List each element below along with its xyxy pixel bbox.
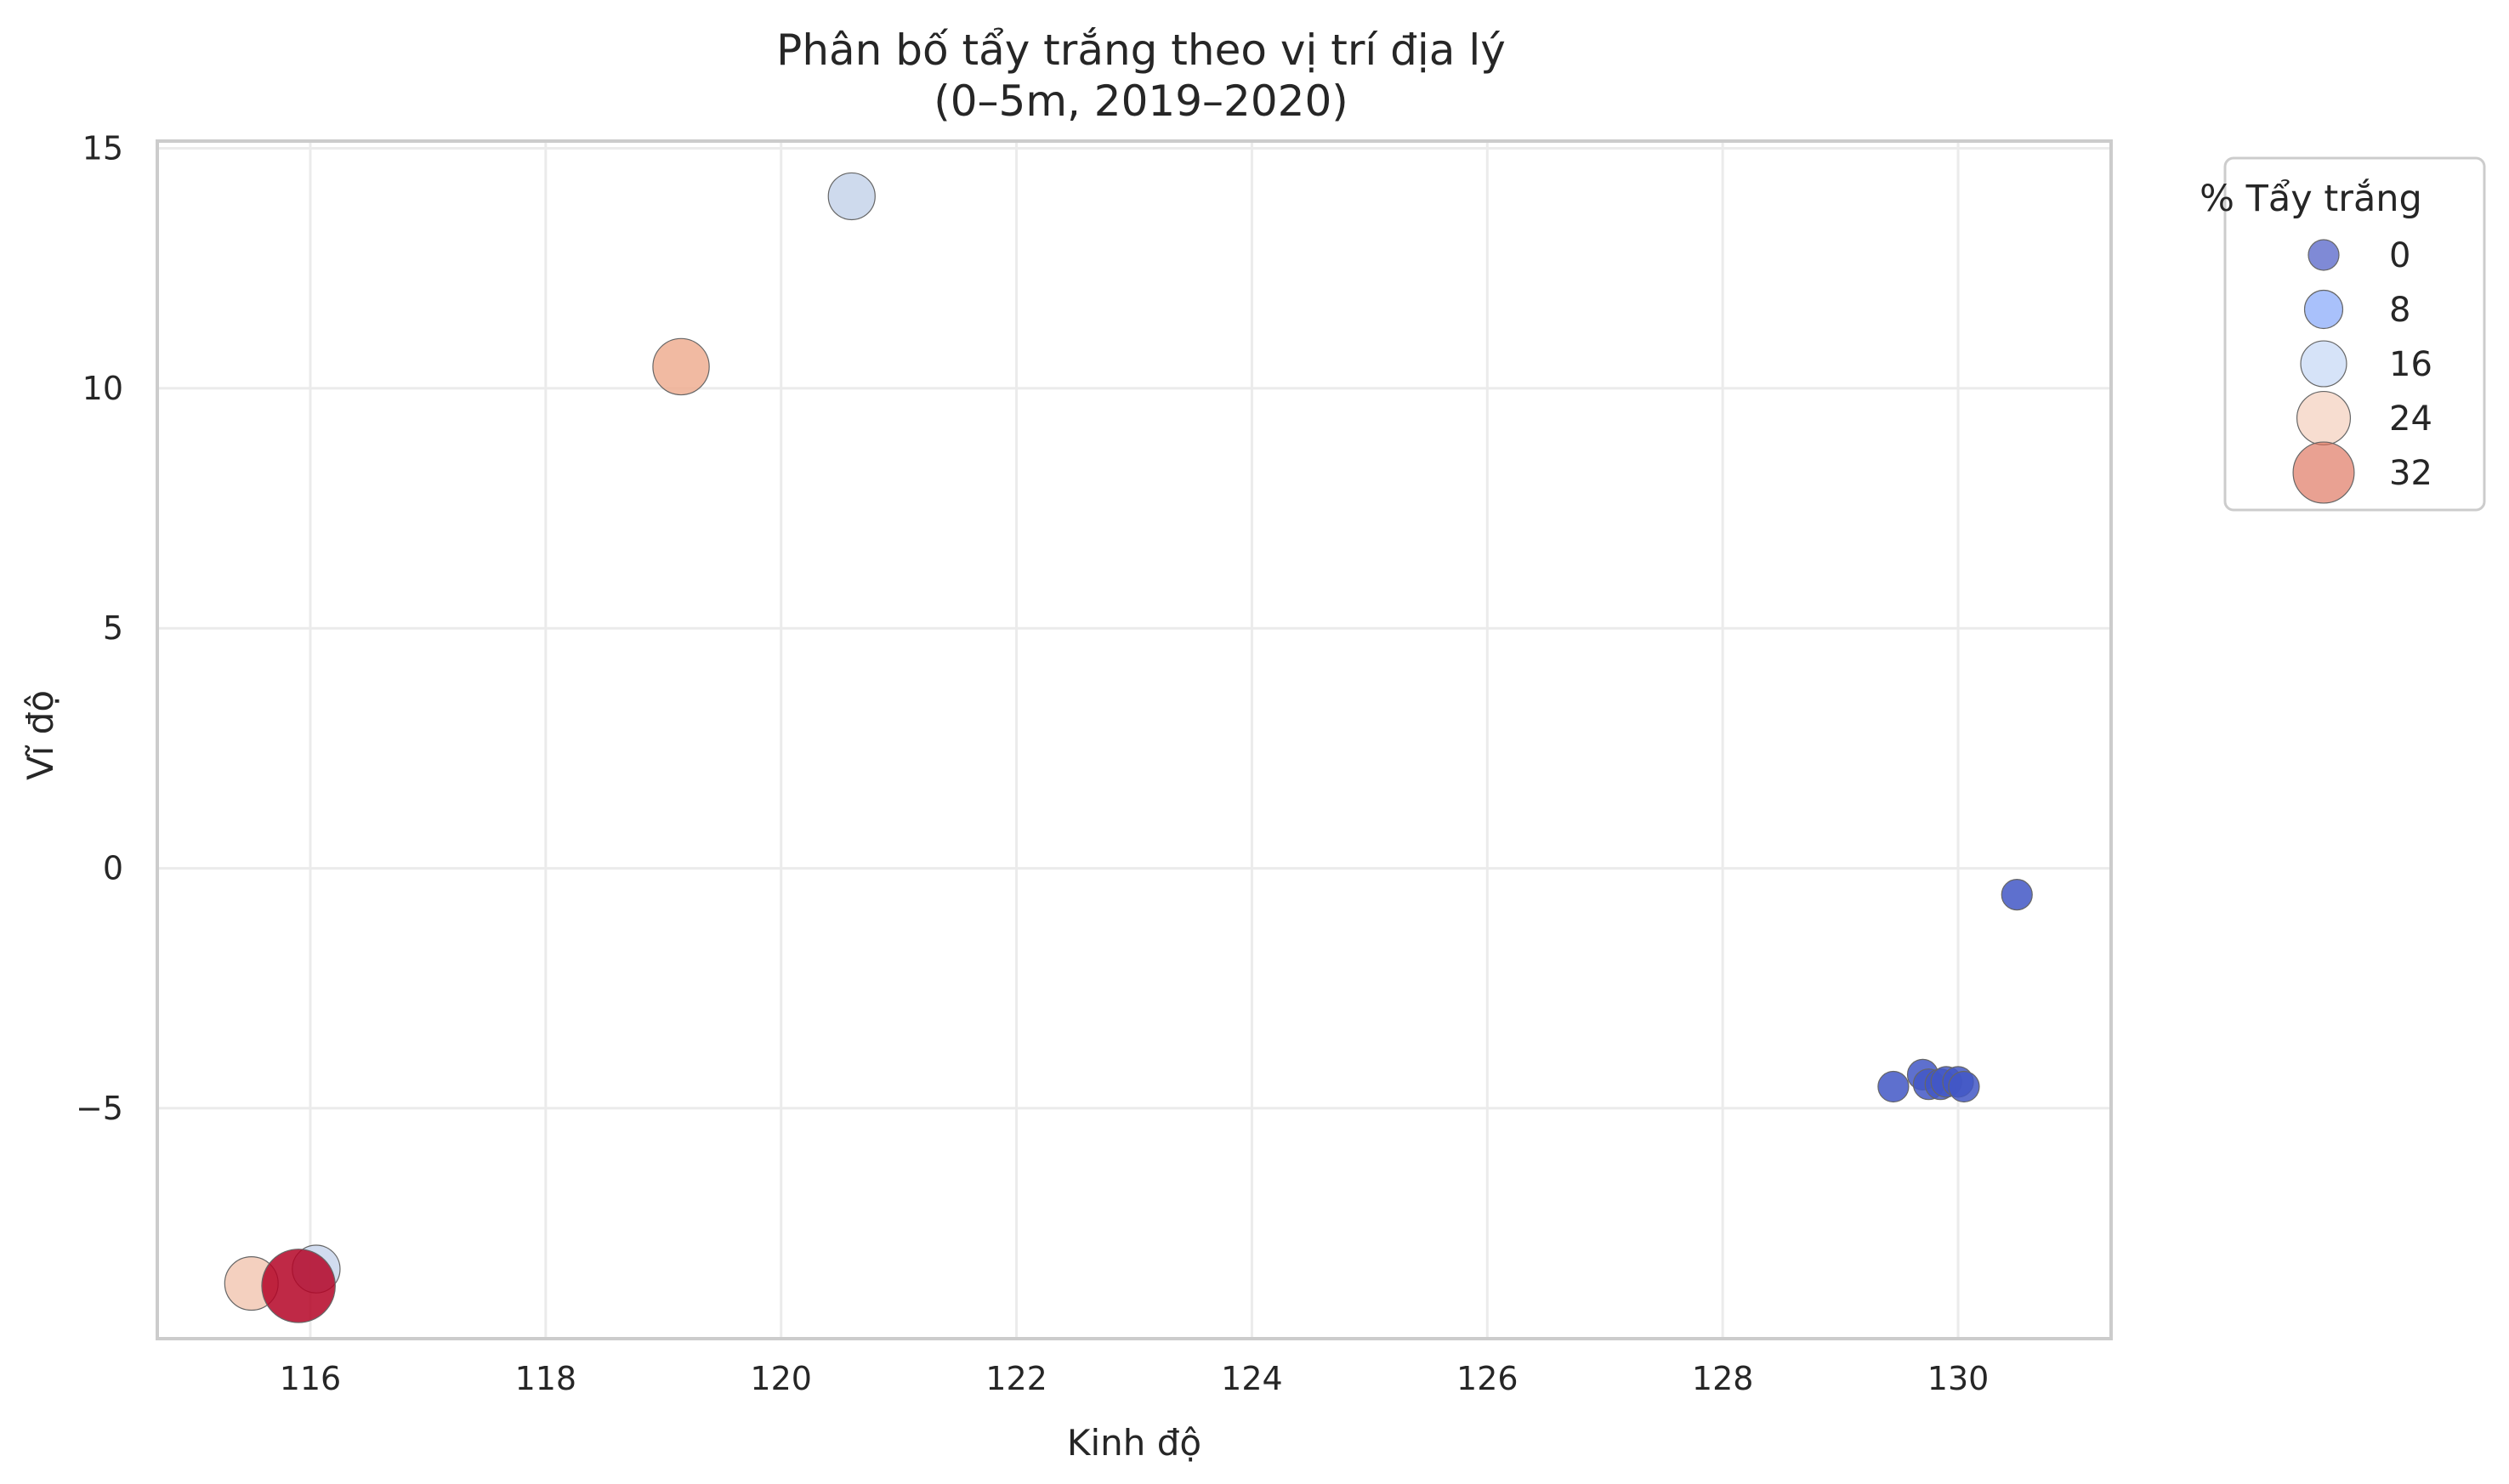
y-tick-label: 15 [82,129,123,167]
data-point [1948,1070,1980,1103]
legend-label: 24 [2389,399,2432,439]
x-tick-label: 128 [1692,1360,1754,1397]
chart-subtitle: (0–5m, 2019–2020) [934,76,1348,126]
legend-label: 8 [2389,291,2410,330]
legend-label: 16 [2389,345,2432,384]
x-tick-label: 124 [1221,1360,1283,1397]
x-tick-label: 126 [1456,1360,1518,1397]
legend-label: 32 [2389,454,2432,493]
y-axis-ticks: −5 0 5 10 15 [76,129,123,1126]
x-tick-label: 122 [985,1360,1047,1397]
legend-box [2223,156,2486,512]
chart-title: Phân bố tẩy trắng theo vị trí địa lý [776,25,1506,75]
y-tick-label: 0 [103,850,123,887]
legend-title: % Tẩy trắng [2200,178,2422,220]
legend-marker [2296,390,2352,446]
data-point [261,1249,336,1323]
data-point [1877,1070,1910,1103]
legend-marker [2303,289,2344,330]
legend: % Tẩy trắng 0 8 16 24 32 [2200,156,2486,512]
grid [157,141,2111,1339]
x-tick-label: 130 [1927,1360,1990,1397]
legend-label: 0 [2389,236,2410,275]
x-tick-label: 118 [515,1360,577,1397]
data-point [652,337,710,396]
data-point [2001,879,2033,911]
data-points [224,172,2033,1323]
y-tick-label: 5 [103,609,123,647]
legend-entries: 0 8 16 24 32 [2292,236,2432,504]
legend-marker [2307,239,2340,271]
legend-marker [2300,340,2347,388]
y-axis-label: Vĩ độ [20,690,61,780]
x-tick-label: 116 [280,1360,342,1397]
legend-marker [2292,441,2355,504]
data-point [827,172,876,221]
x-axis-ticks: 116 118 120 122 124 126 128 130 [280,1360,1990,1397]
y-tick-label: 10 [82,370,123,407]
x-tick-label: 120 [750,1360,812,1397]
plot-frame [156,139,2113,1340]
y-tick-label: −5 [76,1090,123,1127]
x-axis-label: Kinh độ [1067,1422,1201,1464]
